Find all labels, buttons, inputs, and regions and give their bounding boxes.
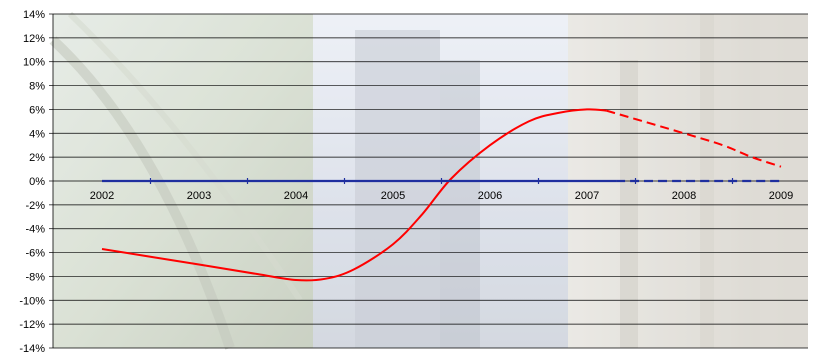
y-tick-label: 6% [29, 104, 45, 116]
series-line-1 [606, 109, 782, 168]
y-tick-label: 4% [29, 128, 45, 140]
x-tick-label: 2002 [90, 190, 114, 202]
x-tick-label: 2007 [575, 190, 599, 202]
y-tick-label: 2% [29, 152, 45, 164]
series-line-0 [101, 108, 607, 282]
y-tick-label: -2% [25, 200, 45, 212]
y-tick-label: -8% [25, 271, 45, 283]
y-tick-label: 14% [23, 9, 45, 21]
x-tick-label: 2009 [769, 190, 793, 202]
x-tick-label: 2006 [478, 190, 502, 202]
y-tick-label: 8% [29, 81, 45, 93]
y-tick-label: -10% [19, 295, 45, 307]
y-tick-label: -14% [19, 343, 45, 355]
x-axis-ticks: 2002 2003 2004 2005 2006 2007 2008 2009 [90, 178, 793, 202]
y-tick-label: -6% [25, 248, 45, 260]
y-tick-label: 12% [23, 33, 45, 45]
x-tick-label: 2008 [672, 190, 696, 202]
x-tick-label: 2003 [187, 190, 211, 202]
y-tick-label: 10% [23, 57, 45, 69]
y-tick-label: -4% [25, 224, 45, 236]
y-axis-ticks: 14% 12% 10% 8% 6% 4% 2% 0% -2% -4% -6% -8% -10% -12% -… [19, 9, 45, 355]
x-tick-label: 2005 [381, 190, 405, 202]
y-tick-label: 0% [29, 176, 45, 188]
x-tick-label: 2004 [284, 190, 308, 202]
y-tick-label: -12% [19, 319, 45, 331]
